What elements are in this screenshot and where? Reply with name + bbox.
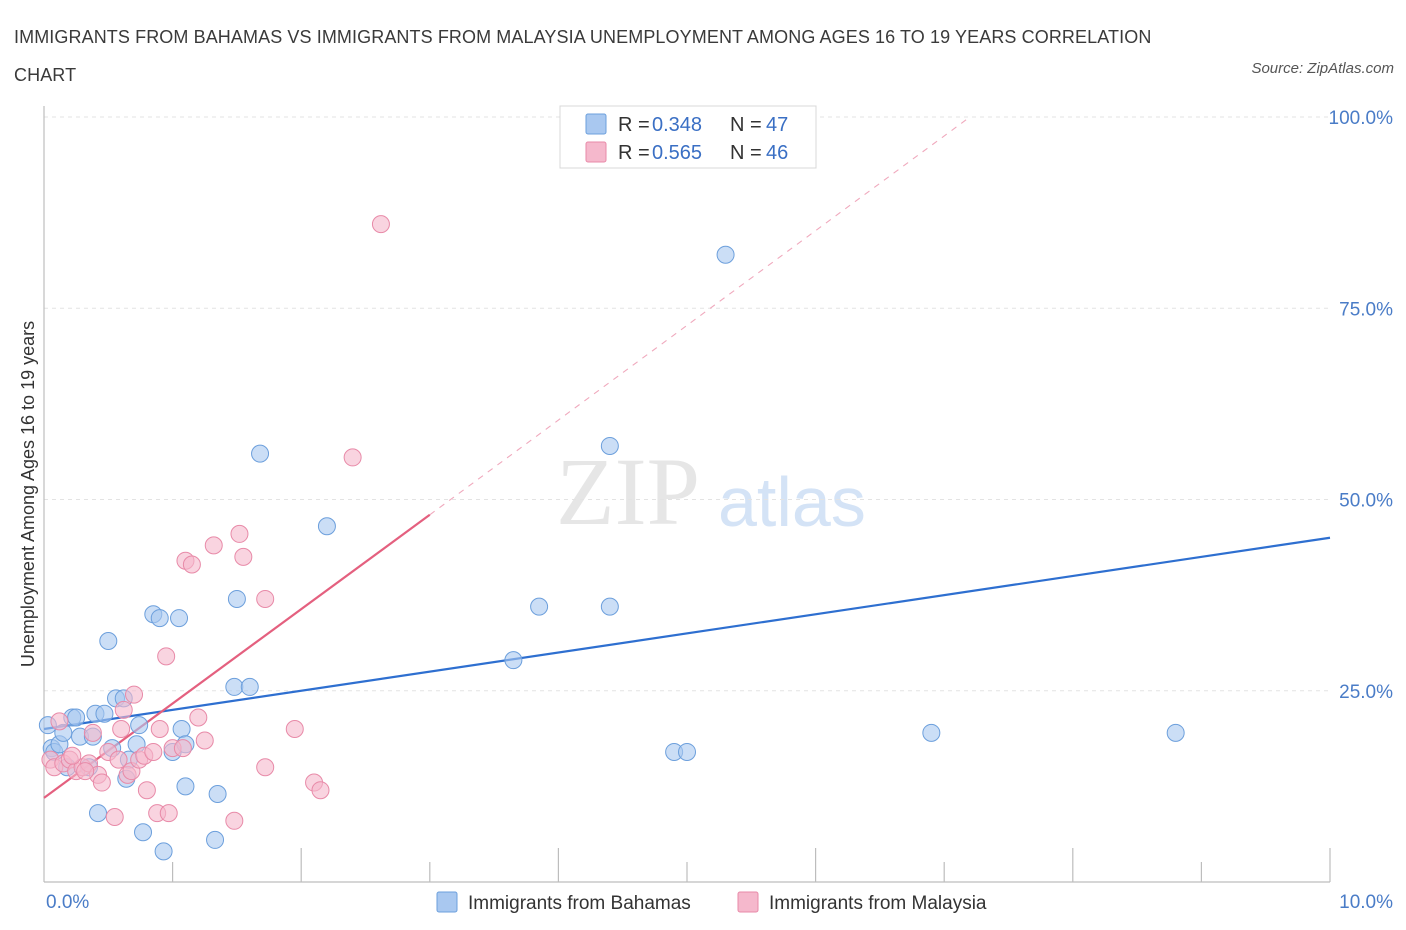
point-malaysia-34 — [225, 811, 244, 830]
point-bahamas-12 — [95, 704, 114, 723]
x-tick-label-left: 0.0% — [46, 892, 89, 913]
chart-title: IMMIGRANTS FROM BAHAMAS VS IMMIGRANTS FR… — [14, 27, 1152, 85]
point-bahamas-13 — [99, 632, 118, 651]
point-bahamas-20 — [130, 716, 149, 735]
point-bahamas-44 — [922, 723, 941, 742]
bottom-legend-swatch-malaysia — [737, 891, 759, 913]
point-malaysia-32 — [195, 731, 214, 750]
top-legend: R = 0.348 N = 47 R = 0.565 N = 46 — [559, 105, 817, 169]
legend-n-value-bahamas: 47 — [766, 114, 788, 136]
point-bahamas-11 — [89, 804, 108, 823]
x-tick-label-right: 10.0% — [1339, 892, 1393, 913]
trend-line-ext-1 — [429, 116, 971, 516]
point-malaysia-33 — [204, 536, 223, 555]
point-malaysia-13 — [109, 750, 128, 769]
point-bahamas-33 — [225, 677, 244, 696]
point-malaysia-18 — [125, 685, 144, 704]
point-bahamas-31 — [206, 830, 225, 849]
point-bahamas-40 — [600, 436, 619, 455]
point-malaysia-39 — [285, 720, 304, 738]
bottom-legend: Immigrants from Bahamas Immigrants from … — [436, 891, 987, 914]
point-malaysia-12 — [105, 807, 124, 826]
point-malaysia-37 — [256, 589, 275, 608]
point-malaysia-43 — [371, 215, 390, 234]
point-bahamas-21 — [134, 823, 153, 842]
point-bahamas-38 — [530, 597, 549, 616]
point-bahamas-32 — [227, 589, 246, 608]
point-malaysia-30 — [182, 555, 201, 574]
point-malaysia-31 — [189, 708, 208, 727]
legend-r-value-malaysia: 0.565 — [652, 142, 702, 164]
y-tick-label-2: 75.0% — [1339, 299, 1393, 320]
point-bahamas-23 — [150, 609, 169, 628]
point-malaysia-2 — [50, 712, 69, 731]
source-label: Source: ZipAtlas.com — [1251, 60, 1394, 77]
point-malaysia-41 — [311, 781, 330, 800]
x-ticks — [172, 848, 1331, 882]
points — [38, 215, 1185, 861]
legend-r-label-bahamas: R = — [618, 114, 650, 136]
point-malaysia-44 — [63, 746, 82, 765]
legend-r-label-malaysia: R = — [618, 142, 650, 164]
point-malaysia-36 — [234, 547, 253, 566]
point-bahamas-43 — [716, 245, 735, 264]
y-tick-label-3: 100.0% — [1329, 108, 1394, 129]
legend-swatch-malaysia — [585, 141, 607, 163]
point-bahamas-39 — [600, 597, 619, 616]
point-bahamas-29 — [176, 777, 195, 796]
point-bahamas-36 — [317, 517, 336, 536]
bottom-legend-swatch-bahamas — [436, 891, 458, 913]
point-malaysia-35 — [230, 524, 249, 543]
legend-swatch-bahamas — [585, 113, 607, 135]
watermark-atlas: atlas — [718, 463, 866, 541]
point-bahamas-30 — [208, 785, 227, 804]
watermark-zip: ZIP — [556, 438, 700, 545]
point-bahamas-45 — [1166, 723, 1185, 742]
y-tick-label-1: 50.0% — [1339, 491, 1393, 512]
y-tick-labels: 25.0% 50.0% 75.0% 100.0% — [1329, 108, 1394, 703]
y-axis-title: Unemployment Among Ages 16 to 19 years — [18, 321, 38, 667]
point-bahamas-35 — [251, 444, 270, 463]
trend-line-0 — [43, 536, 1331, 731]
point-bahamas-34 — [240, 677, 259, 696]
legend-n-value-malaysia: 46 — [766, 142, 788, 164]
point-malaysia-14 — [112, 720, 131, 738]
point-malaysia-26 — [159, 804, 178, 823]
point-malaysia-22 — [144, 742, 163, 761]
legend-n-label-malaysia: N = — [730, 142, 762, 164]
legend-n-label-bahamas: N = — [730, 114, 762, 136]
point-malaysia-21 — [137, 781, 156, 800]
point-bahamas-42 — [678, 742, 696, 761]
point-bahamas-6 — [67, 708, 86, 727]
point-malaysia-15 — [114, 700, 133, 719]
point-malaysia-42 — [343, 448, 362, 467]
y-tick-label-0: 25.0% — [1339, 682, 1393, 703]
point-malaysia-24 — [150, 720, 169, 738]
point-bahamas-27 — [172, 720, 191, 738]
bottom-legend-label-bahamas: Immigrants from Bahamas — [468, 893, 691, 914]
point-malaysia-25 — [157, 647, 176, 666]
bottom-legend-label-malaysia: Immigrants from Malaysia — [769, 893, 987, 914]
point-malaysia-8 — [83, 723, 102, 742]
legend-r-value-bahamas: 0.348 — [652, 114, 702, 136]
point-malaysia-28 — [173, 739, 192, 758]
point-bahamas-37 — [504, 651, 523, 670]
point-malaysia-45 — [76, 762, 95, 781]
point-bahamas-24 — [154, 842, 173, 861]
point-malaysia-10 — [92, 773, 111, 792]
point-malaysia-38 — [256, 758, 275, 777]
point-bahamas-26 — [170, 609, 189, 628]
